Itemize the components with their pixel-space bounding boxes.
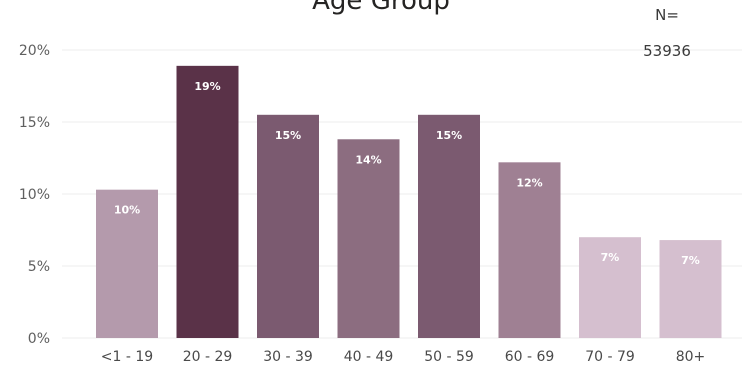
y-axis-ticks: 0% 5% 10% 15% 20%: [19, 43, 50, 347]
bar: [176, 65, 239, 338]
bar-data-label: 7%: [601, 251, 620, 264]
data-labels: 10% 19% 15% 14% 15% 12% 7% 7%: [114, 80, 700, 267]
x-category-label: 60 - 69: [505, 349, 555, 365]
y-tick-label: 0%: [28, 331, 50, 347]
bars: [96, 65, 722, 338]
y-tick-label: 15%: [19, 115, 50, 131]
x-category-label: 30 - 39: [263, 349, 313, 365]
x-category-label: 40 - 49: [344, 349, 394, 365]
bar-data-label: 10%: [114, 204, 140, 217]
y-tick-label: 5%: [28, 259, 50, 275]
x-category-label: 70 - 79: [585, 349, 635, 365]
bar: [659, 240, 722, 338]
bar-data-label: 14%: [355, 153, 381, 166]
sample-size-label: N=: [655, 6, 679, 24]
y-tick-label: 20%: [19, 43, 50, 59]
x-axis-categories: <1 - 19 20 - 29 30 - 39 40 - 49 50 - 59 60 - …: [101, 349, 705, 365]
bar: [96, 189, 158, 338]
bar: [418, 114, 480, 338]
bar-data-label: 15%: [275, 129, 301, 142]
x-category-label: 80+: [676, 349, 706, 365]
bar-data-label: 12%: [516, 176, 542, 189]
x-category-label: 20 - 29: [183, 349, 233, 365]
bar: [579, 237, 641, 338]
bar: [337, 139, 400, 338]
bar-data-label: 15%: [436, 129, 462, 142]
x-category-label: 50 - 59: [424, 349, 474, 365]
chart-title: Age Group: [312, 0, 450, 16]
y-tick-label: 10%: [19, 187, 50, 203]
bar-data-label: 19%: [194, 80, 220, 93]
bar: [498, 162, 561, 338]
x-category-label: <1 - 19: [101, 349, 153, 365]
bar: [257, 114, 319, 338]
bar-data-label: 7%: [681, 254, 700, 267]
sample-size-value: 53936: [643, 42, 691, 60]
